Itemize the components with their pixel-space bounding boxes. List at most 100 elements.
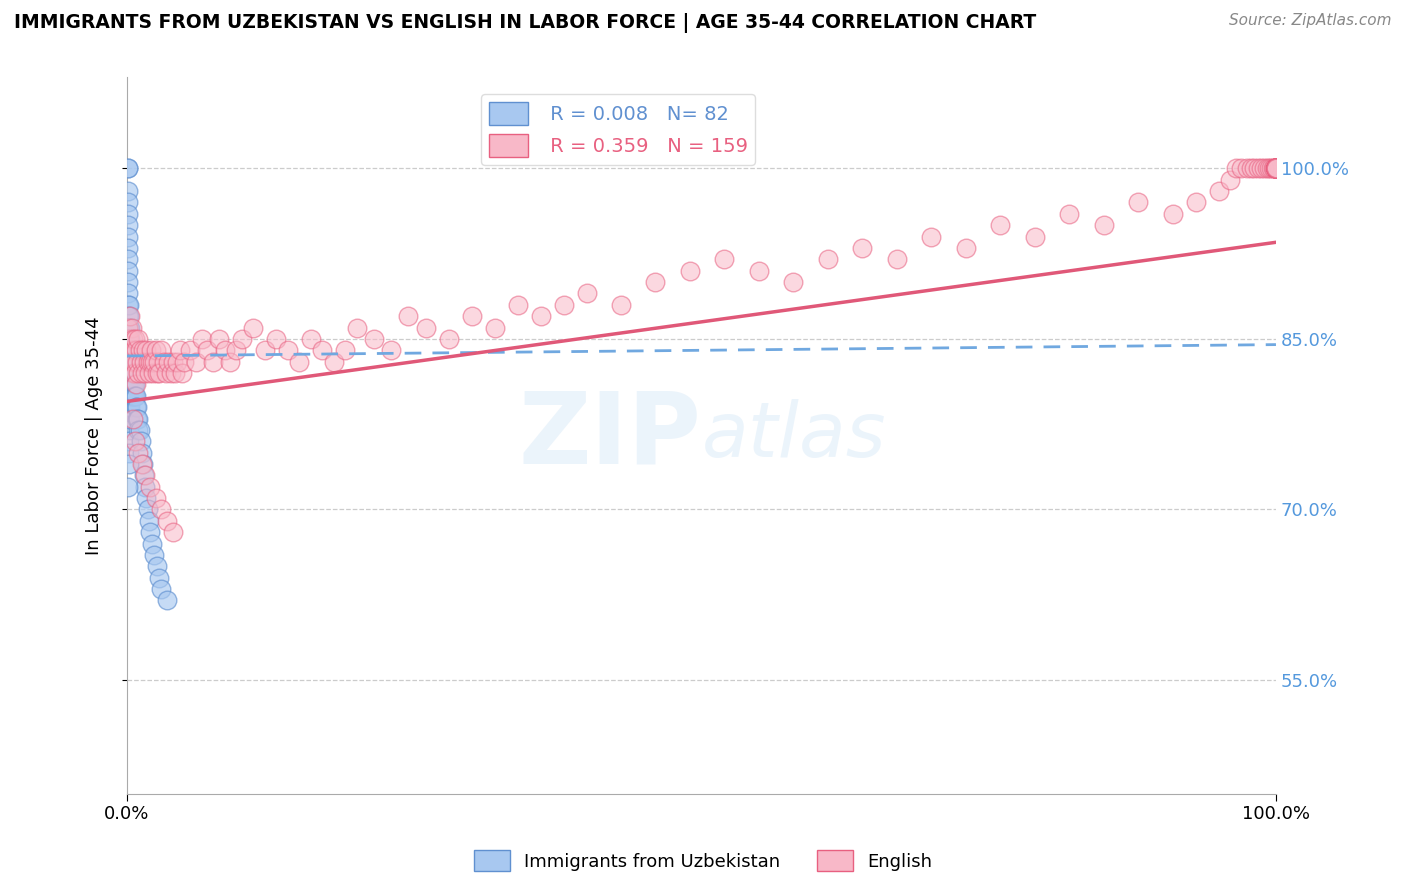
- Point: [117, 263, 139, 277]
- Point: [1265, 161, 1288, 176]
- Point: [118, 320, 141, 334]
- Point: [120, 320, 142, 334]
- Text: ZIP: ZIP: [519, 387, 702, 484]
- Point: [1265, 161, 1288, 176]
- Point: [118, 389, 141, 403]
- Point: [117, 275, 139, 289]
- Point: [156, 514, 179, 528]
- Point: [679, 263, 702, 277]
- Point: [136, 354, 159, 368]
- Point: [1184, 195, 1206, 210]
- Point: [138, 514, 160, 528]
- Point: [299, 332, 322, 346]
- Point: [166, 354, 188, 368]
- Point: [1253, 161, 1275, 176]
- Point: [288, 354, 311, 368]
- Point: [162, 525, 184, 540]
- Point: [148, 571, 170, 585]
- Point: [134, 468, 156, 483]
- Point: [146, 366, 169, 380]
- Point: [142, 366, 165, 380]
- Point: [1265, 161, 1288, 176]
- Point: [1265, 161, 1288, 176]
- Point: [145, 343, 167, 358]
- Point: [124, 434, 146, 449]
- Point: [1265, 161, 1288, 176]
- Point: [122, 377, 145, 392]
- Point: [1256, 161, 1278, 176]
- Text: IMMIGRANTS FROM UZBEKISTAN VS ENGLISH IN LABOR FORCE | AGE 35-44 CORRELATION CHA: IMMIGRANTS FROM UZBEKISTAN VS ENGLISH IN…: [14, 13, 1036, 33]
- Point: [529, 309, 551, 323]
- Point: [121, 366, 143, 380]
- Point: [148, 366, 170, 380]
- Point: [1250, 161, 1272, 176]
- Point: [145, 491, 167, 505]
- Point: [118, 411, 141, 425]
- Point: [118, 366, 141, 380]
- Point: [117, 298, 139, 312]
- Point: [1208, 184, 1230, 198]
- Point: [1126, 195, 1149, 210]
- Point: [135, 491, 157, 505]
- Point: [1265, 161, 1288, 176]
- Point: [121, 354, 143, 368]
- Point: [610, 298, 633, 312]
- Point: [124, 366, 146, 380]
- Point: [1265, 161, 1288, 176]
- Point: [266, 332, 288, 346]
- Point: [117, 207, 139, 221]
- Point: [195, 343, 218, 358]
- Point: [143, 354, 166, 368]
- Point: [1265, 161, 1288, 176]
- Point: [1240, 161, 1263, 176]
- Point: [1230, 161, 1253, 176]
- Point: [124, 377, 146, 392]
- Point: [415, 320, 437, 334]
- Point: [1265, 161, 1288, 176]
- Point: [1243, 161, 1265, 176]
- Point: [135, 343, 157, 358]
- Point: [437, 332, 460, 346]
- Point: [121, 411, 143, 425]
- Point: [1265, 161, 1288, 176]
- Point: [219, 354, 242, 368]
- Point: [1265, 161, 1288, 176]
- Point: [169, 343, 191, 358]
- Point: [1265, 161, 1288, 176]
- Point: [139, 480, 162, 494]
- Point: [118, 423, 141, 437]
- Point: [988, 219, 1011, 233]
- Point: [363, 332, 385, 346]
- Point: [157, 354, 180, 368]
- Point: [817, 252, 839, 267]
- Point: [146, 559, 169, 574]
- Point: [127, 366, 149, 380]
- Point: [141, 536, 163, 550]
- Point: [1258, 161, 1281, 176]
- Point: [190, 332, 212, 346]
- Point: [121, 389, 143, 403]
- Point: [132, 343, 155, 358]
- Point: [122, 366, 145, 380]
- Point: [1057, 207, 1080, 221]
- Point: [117, 366, 139, 380]
- Point: [1265, 161, 1288, 176]
- Point: [214, 343, 236, 358]
- Point: [124, 389, 146, 403]
- Point: [1265, 161, 1288, 176]
- Point: [122, 389, 145, 403]
- Point: [131, 445, 153, 459]
- Point: [131, 366, 153, 380]
- Point: [120, 332, 142, 346]
- Point: [134, 480, 156, 494]
- Point: [124, 332, 146, 346]
- Point: [127, 332, 149, 346]
- Point: [575, 286, 598, 301]
- Point: [1225, 161, 1247, 176]
- Point: [955, 241, 977, 255]
- Point: [162, 354, 184, 368]
- Point: [120, 411, 142, 425]
- Point: [1265, 161, 1288, 176]
- Point: [1246, 161, 1268, 176]
- Point: [484, 320, 506, 334]
